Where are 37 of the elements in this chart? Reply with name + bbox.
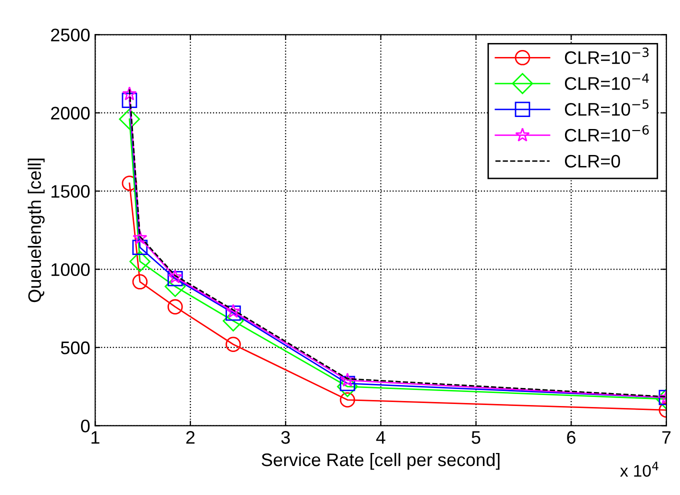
y-tick-label: 2500	[51, 28, 90, 42]
text: x 10$^{4}$	[620, 462, 658, 477]
y-tick-label: 1500	[52, 185, 90, 198]
point	[122, 92, 138, 108]
legend-label: CLR=0	[564, 154, 620, 168]
point	[226, 304, 241, 318]
y-tick-label: 500	[60, 341, 90, 354]
point	[118, 108, 140, 130]
y-axis-title: Queuelength [cell]	[28, 158, 45, 302]
y-tick-label: 2000	[51, 106, 90, 120]
y-tick-label: 1000	[52, 263, 90, 276]
point	[226, 305, 241, 321]
y-tick-label: 0	[81, 420, 90, 432]
point	[168, 299, 183, 314]
point	[226, 336, 241, 352]
x-tick-label: 4	[376, 431, 386, 444]
point	[168, 269, 182, 284]
point	[336, 376, 358, 398]
x-tick-label: 7	[662, 431, 671, 444]
x-axis-title: Service Rate [cell per second]	[262, 452, 500, 470]
x-tick-label: 2	[186, 431, 195, 444]
legend-label: CLR=10$^{−5}$	[564, 99, 648, 116]
point	[129, 250, 150, 272]
legend-label: CLR=10$^{−3}$	[564, 48, 649, 64]
point	[132, 274, 148, 290]
point	[122, 86, 137, 100]
point	[168, 271, 183, 286]
legend-label: CLR=10$^{−4}$	[564, 74, 649, 90]
x-tick-label: 6	[567, 431, 576, 444]
legend-label: CLR=10$^{−6}$	[564, 125, 649, 142]
point	[122, 176, 138, 191]
point	[132, 240, 148, 256]
x-tick-label: 5	[472, 431, 480, 444]
x-tick-label: 1	[92, 431, 100, 444]
point	[132, 230, 148, 244]
point	[340, 392, 356, 408]
x-tick-label: 3	[281, 431, 290, 444]
